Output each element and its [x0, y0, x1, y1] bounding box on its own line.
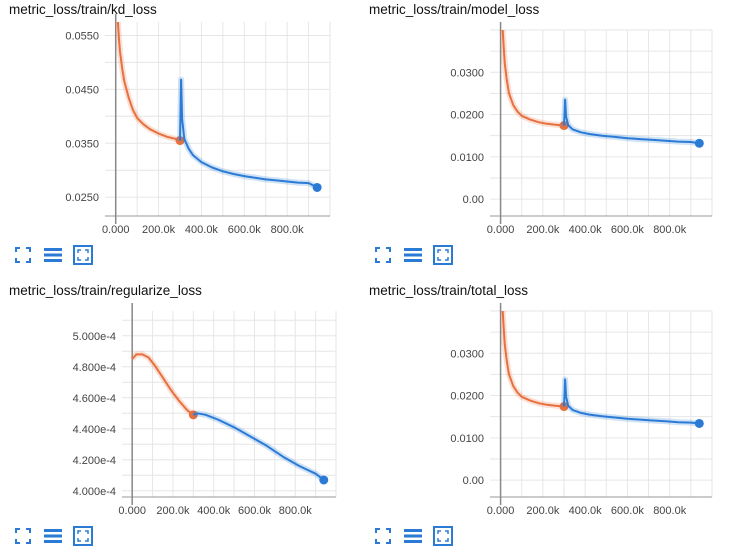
fit-domain-icon: [73, 245, 93, 265]
list-icon: [404, 248, 422, 262]
fullscreen-button[interactable]: [372, 244, 394, 266]
chart-toolbar: [12, 244, 102, 266]
x-tick-label: 400.0k: [197, 505, 231, 517]
y-tick-label: 0.0100: [450, 152, 484, 164]
x-tick-label: 0.000: [102, 224, 130, 236]
chart-title: metric_loss/train/model_loss: [369, 2, 540, 17]
series-end-point-0[interactable]: [559, 121, 569, 131]
x-tick-label: 600.0k: [611, 224, 645, 236]
list-icon: [44, 248, 62, 262]
y-tick-label: 4.200e-4: [73, 455, 116, 467]
series-band-0: [499, 29, 565, 129]
fullscreen-button[interactable]: [372, 525, 394, 547]
series-line-1: [179, 78, 318, 189]
y-tick-label: 0.0200: [450, 110, 484, 122]
y-tick-label: 0.0350: [65, 138, 99, 150]
series-line-0: [116, 21, 181, 142]
chart-title: metric_loss/train/kd_loss: [9, 2, 157, 17]
fit-domain-button[interactable]: [72, 525, 94, 547]
list-icon: [404, 529, 422, 543]
fullscreen-button[interactable]: [12, 525, 34, 547]
y-tick-label: 0.00: [463, 475, 484, 487]
fullscreen-icon: [375, 528, 391, 544]
x-tick-label: 800.0k: [653, 224, 687, 236]
x-tick-label: 600.0k: [238, 505, 272, 517]
fullscreen-icon: [15, 247, 31, 263]
chart-toolbar: [12, 525, 102, 547]
series-band-1: [177, 76, 319, 191]
series-line-1: [563, 98, 700, 145]
y-tick-label: 5.000e-4: [73, 331, 116, 343]
chart-svg: 0.0250 0.0350 0.0450 0.0550 0.000 200.0k 400.0…: [65, 14, 331, 236]
y-tick-label: 4.400e-4: [73, 424, 116, 436]
series-line-0: [501, 310, 565, 408]
series-band-1: [561, 96, 700, 147]
x-tick-label: 200.0k: [156, 505, 190, 517]
chart-panel-regularize-loss: metric_loss/train/regularize_loss 4.000e…: [0, 281, 360, 557]
fullscreen-icon: [15, 528, 31, 544]
chart-svg: 0.00 0.0100 0.0200 0.0300 0.000 200.0k 400.0k 6…: [450, 303, 713, 517]
chart-title: metric_loss/train/regularize_loss: [9, 283, 202, 298]
series-line-1: [563, 378, 700, 425]
chart-toolbar: [372, 244, 462, 266]
fullscreen-button[interactable]: [12, 244, 34, 266]
series-band-1: [192, 410, 326, 483]
y-tick-label: 0.00: [463, 194, 484, 206]
fullscreen-icon: [375, 247, 391, 263]
chart-panel-kd-loss: metric_loss/train/kd_loss 0.0250 0.0350 0.…: [0, 0, 360, 276]
y-tick-label: 0.0200: [450, 391, 484, 403]
series-line-0: [501, 29, 565, 127]
x-tick-label: 800.0k: [271, 224, 305, 236]
x-tick-label: 200.0k: [526, 505, 560, 517]
y-tick-label: 4.800e-4: [73, 362, 116, 374]
y-tick-label: 0.0250: [65, 192, 99, 204]
toggle-log-scale-button[interactable]: [402, 525, 424, 547]
series-band-0: [114, 21, 182, 144]
series-end-point-1[interactable]: [319, 475, 329, 485]
y-tick-label: 0.0300: [450, 67, 484, 79]
toggle-log-scale-button[interactable]: [42, 525, 64, 547]
x-tick-label: 0.000: [118, 505, 146, 517]
fit-domain-button[interactable]: [432, 244, 454, 266]
series-end-point-1[interactable]: [694, 418, 704, 428]
toggle-log-scale-button[interactable]: [402, 244, 424, 266]
x-tick-label: 600.0k: [228, 224, 262, 236]
x-tick-label: 0.000: [487, 505, 515, 517]
y-tick-label: 0.0100: [450, 433, 484, 445]
chart-panel-model-loss: metric_loss/train/model_loss 0.00 0.0100 0…: [360, 0, 720, 276]
chart-title: metric_loss/train/total_loss: [369, 283, 529, 298]
x-tick-label: 200.0k: [142, 224, 176, 236]
list-icon: [44, 529, 62, 543]
y-tick-label: 0.0550: [65, 30, 99, 42]
toggle-log-scale-button[interactable]: [42, 244, 64, 266]
fit-domain-icon: [433, 526, 453, 546]
chart-svg: 0.00 0.0100 0.0200 0.0300 0.000 200.0k 400.0k 6…: [450, 22, 713, 236]
fit-domain-button[interactable]: [432, 525, 454, 547]
series-end-point-0[interactable]: [559, 402, 569, 412]
x-tick-label: 200.0k: [526, 224, 560, 236]
series-line-1: [192, 412, 325, 481]
chart-panel-total-loss: metric_loss/train/total_loss 0.00 0.0100 0…: [360, 281, 720, 557]
fit-domain-button[interactable]: [72, 244, 94, 266]
x-tick-label: 400.0k: [569, 505, 603, 517]
series-end-point-1[interactable]: [312, 182, 322, 192]
y-tick-label: 4.600e-4: [73, 393, 116, 405]
chart-svg: 4.000e-4 4.200e-4 4.400e-4 4.600e-4 4.800e-4…: [73, 303, 337, 517]
x-tick-label: 800.0k: [279, 505, 313, 517]
x-tick-label: 600.0k: [611, 505, 645, 517]
chart-toolbar: [372, 525, 462, 547]
fit-domain-icon: [433, 245, 453, 265]
y-tick-label: 4.000e-4: [73, 486, 116, 498]
fit-domain-icon: [73, 526, 93, 546]
series-line-0: [131, 353, 194, 416]
series-band-0: [499, 310, 565, 410]
y-tick-label: 0.0300: [450, 348, 484, 360]
x-tick-label: 0.000: [487, 224, 515, 236]
series-end-point-1[interactable]: [694, 138, 704, 148]
y-tick-label: 0.0450: [65, 84, 99, 96]
x-tick-label: 400.0k: [569, 224, 603, 236]
x-tick-label: 400.0k: [185, 224, 219, 236]
x-tick-label: 800.0k: [653, 505, 687, 517]
